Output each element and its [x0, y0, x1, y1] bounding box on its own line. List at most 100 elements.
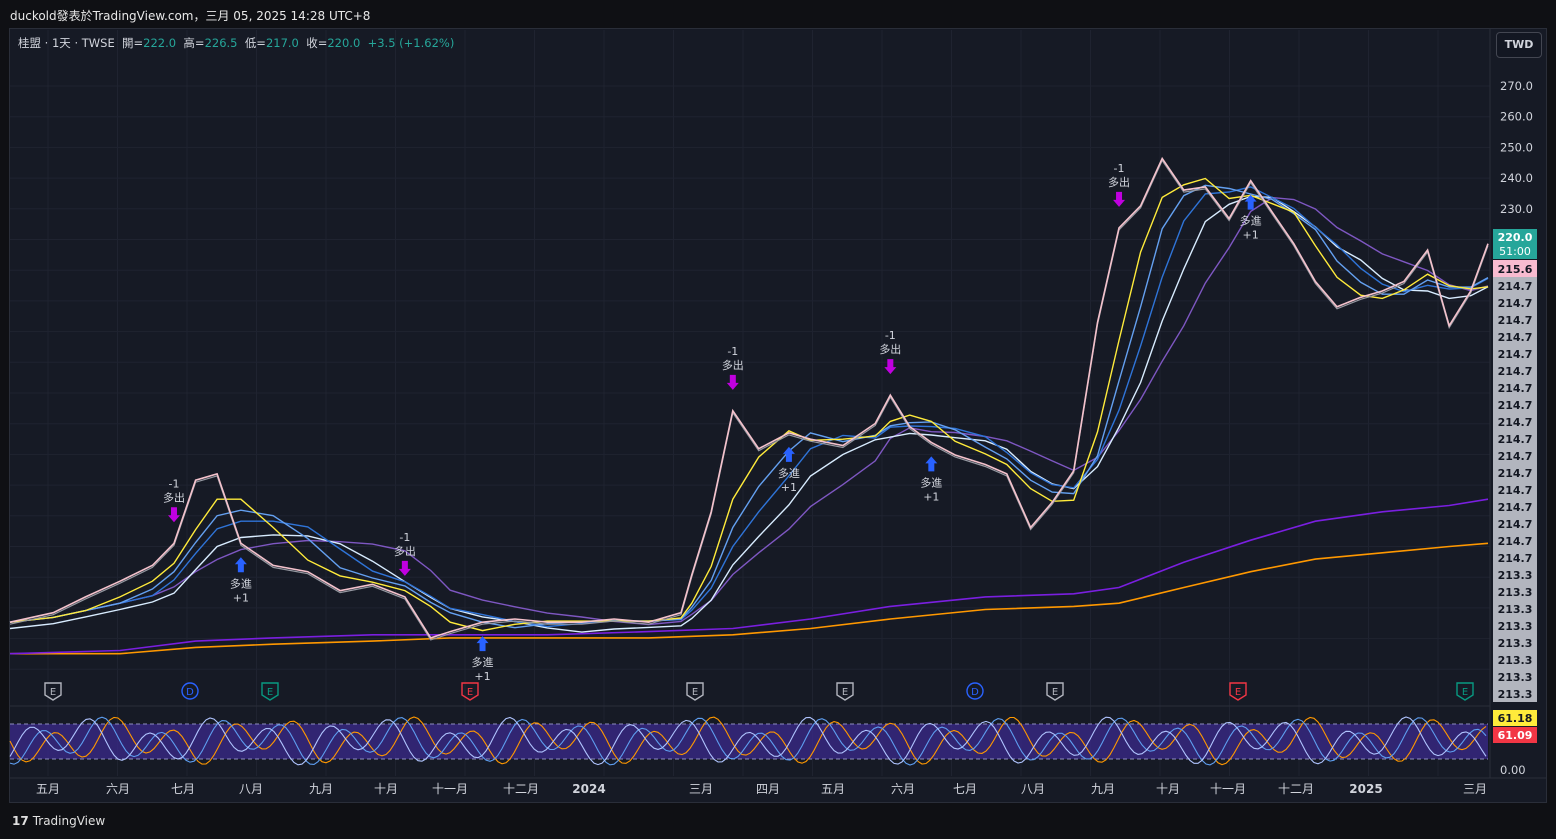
ma-value-bg: [1493, 651, 1537, 668]
ma-value-text: 214.7: [1498, 518, 1533, 531]
ma-value-text: 214.7: [1498, 348, 1533, 361]
ma-value-text: 214.7: [1498, 280, 1533, 293]
ma-light-line: [9, 195, 1489, 633]
ma-long-violet-line: [9, 498, 1489, 655]
x-tick-label: 十一月: [432, 782, 468, 796]
x-tick-label: 五月: [821, 782, 845, 796]
ma-value-label: 214.7: [1493, 430, 1537, 447]
signal-sell: -1多出: [394, 531, 416, 576]
ma-value-label: 214.7: [1493, 311, 1537, 328]
ma-value-bg: [1493, 362, 1537, 379]
brand-text: TradingView: [32, 814, 106, 828]
symbol-name[interactable]: 桂盟 · 1天 · TWSE: [18, 36, 115, 50]
ma-value-text: 213.3: [1498, 569, 1533, 582]
signal-line1: 多進: [472, 655, 494, 669]
ma-value-label: 214.7: [1493, 464, 1537, 481]
chart-frame[interactable]: [9, 28, 1547, 803]
price-label-current: 220.051:00: [1493, 229, 1537, 259]
signal-line2: 多出: [879, 342, 901, 356]
event-letter: E: [267, 687, 273, 698]
event-letter: E: [842, 687, 848, 698]
event-letter: D: [186, 687, 194, 698]
osc-value-text: 61.09: [1498, 729, 1533, 742]
oscillator-line: [9, 716, 1487, 766]
x-tick-label: 六月: [106, 782, 130, 796]
ma-value-text: 214.7: [1498, 433, 1533, 446]
signal-line1: -1: [885, 329, 896, 342]
signal-line1: 多進: [230, 576, 252, 590]
ma-value-label: 213.3: [1493, 566, 1537, 583]
ma-value-bg: [1493, 481, 1537, 498]
ma-value-label: 214.7: [1493, 447, 1537, 464]
event-letter: E: [467, 687, 473, 698]
ma-value-text: 214.7: [1498, 501, 1533, 514]
ma-long-orange-line: [10, 542, 1489, 655]
sell-arrow-icon: [884, 359, 897, 375]
y-tick-label: 260.0: [1500, 110, 1533, 124]
buy-arrow-icon: [925, 456, 938, 472]
osc-value-text: 61.18: [1498, 712, 1533, 725]
event-letter: E: [1052, 687, 1058, 698]
ma-value-bg: [1493, 396, 1537, 413]
ma-value-bg: [1493, 379, 1537, 396]
event-badge: D: [966, 682, 984, 700]
signal-line1: -1: [168, 477, 179, 490]
ma-value-bg: [1493, 311, 1537, 328]
ma-value-text: 213.3: [1498, 671, 1533, 684]
signal-sell: -1多出: [163, 477, 185, 523]
ma-value-text: 214.7: [1498, 552, 1533, 565]
ma-value-text: 213.3: [1498, 637, 1533, 650]
ma-value-text: 214.7: [1498, 535, 1533, 548]
ma-value-label: 214.7: [1493, 396, 1537, 413]
ma-value-label: 214.7: [1493, 379, 1537, 396]
x-tick-label: 2024: [572, 782, 605, 796]
buy-arrow-icon: [234, 557, 247, 573]
ma-value-bg: [1493, 600, 1537, 617]
signal-sell: -1多出: [722, 345, 744, 390]
ma-value-label: 214.7: [1493, 549, 1537, 566]
x-tick-label: 十二月: [503, 782, 539, 796]
buy-arrow-icon: [476, 636, 489, 652]
x-tick-label: 十月: [1156, 782, 1180, 796]
ma-value-bg: [1493, 294, 1537, 311]
x-tick-label: 2025: [1349, 782, 1382, 796]
current-price-value: 220.0: [1498, 231, 1533, 244]
symbol-legend: 桂盟 · 1天 · TWSE 開=222.0 高=226.5 低=217.0 收…: [18, 35, 454, 51]
y-tick-label: 240.0: [1500, 171, 1533, 185]
ma-value-label: 214.7: [1493, 413, 1537, 430]
x-tick-label: 八月: [239, 782, 263, 796]
ma-value-label: 214.7: [1493, 532, 1537, 549]
currency-button[interactable]: TWD: [1496, 32, 1542, 58]
signal-line2: +1: [781, 481, 797, 494]
ma-value-bg: [1493, 515, 1537, 532]
ma-value-label: 213.3: [1493, 668, 1537, 685]
y-tick-label: 270.0: [1500, 79, 1533, 93]
signal-line1: -1: [399, 531, 410, 544]
ma-value-bg: [1493, 549, 1537, 566]
event-shield-icon: [1046, 682, 1064, 701]
signal-buy: 多進+1: [1240, 194, 1262, 242]
y-tick-label: 250.0: [1500, 140, 1533, 154]
current-price-bg: [1493, 229, 1537, 259]
open-label: 開=: [122, 36, 144, 50]
tradingview-brand[interactable]: 17 TradingView: [12, 814, 105, 828]
ma-value-bg: [1493, 566, 1537, 583]
ma-value-bg: [1493, 498, 1537, 515]
x-tick-label: 七月: [171, 782, 195, 796]
ma-value-bg: [1493, 260, 1537, 277]
ma-value-bg: [1493, 447, 1537, 464]
x-tick-label: 三月: [1463, 782, 1487, 796]
oscillator-pane: [9, 716, 1488, 766]
ma-value-text: 214.7: [1498, 399, 1533, 412]
event-letter: E: [1235, 687, 1241, 698]
ma-value-text: 214.7: [1498, 365, 1533, 378]
osc-value-bg: [1493, 727, 1537, 743]
event-shield-icon: [461, 682, 479, 701]
signal-sell: -1多出: [879, 329, 901, 375]
ma-value-label: 214.7: [1493, 498, 1537, 515]
top-bar: duckold發表於TradingView.com，三月 05, 2025 14…: [0, 0, 1556, 28]
ma-value-bg: [1493, 328, 1537, 345]
event-badge: E: [261, 682, 279, 701]
x-tick-label: 九月: [309, 782, 333, 796]
